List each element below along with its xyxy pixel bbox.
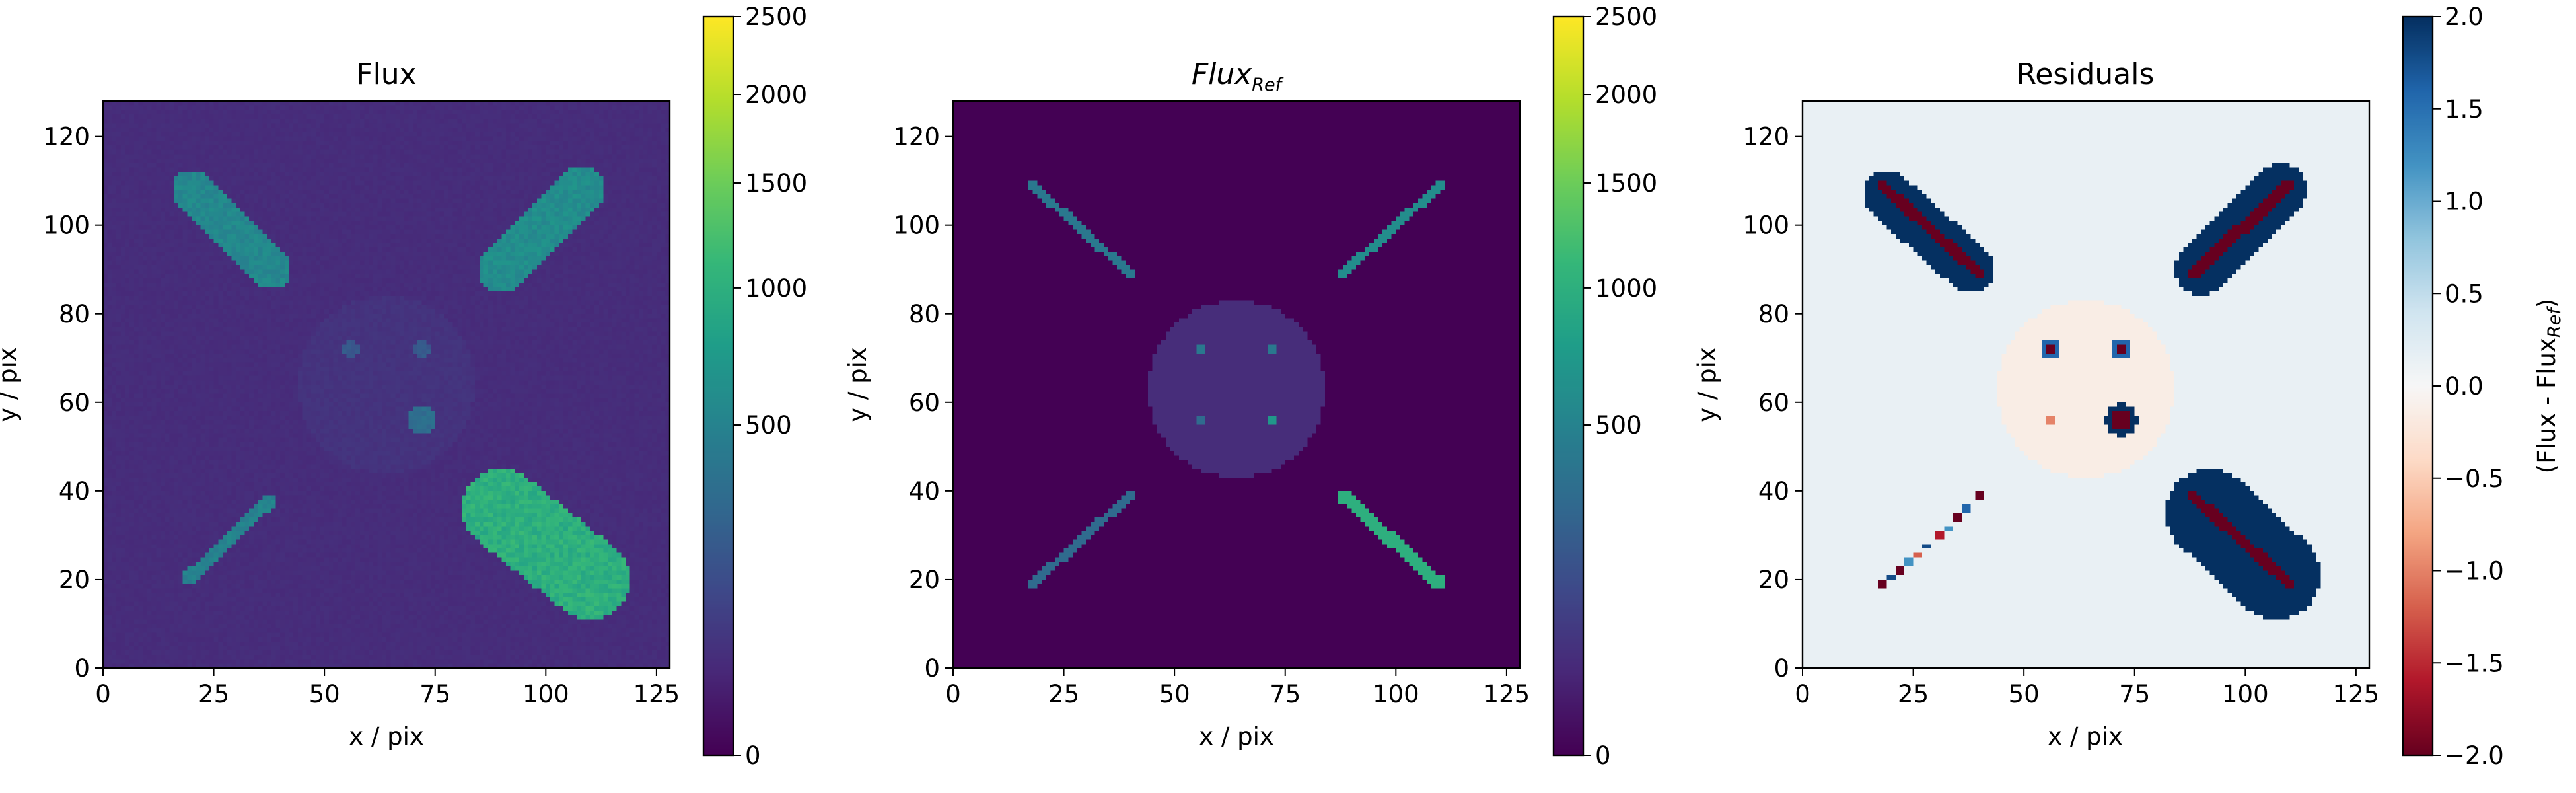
residuals-heatmap bbox=[1803, 101, 2369, 668]
y-tick-label: 120 bbox=[893, 123, 940, 151]
colorbar-tick-label: 0 bbox=[1595, 741, 1611, 770]
y-tick-label: 40 bbox=[909, 477, 940, 506]
x-tick-label: 100 bbox=[522, 680, 569, 708]
flux-ref-x-axis-label: x / pix bbox=[1199, 722, 1274, 751]
flux-panel: Flux 0 25 50 75 100 125 0 20 40 60 80 100 120 x / p… bbox=[0, 3, 807, 770]
y-tick-label: 100 bbox=[43, 211, 90, 240]
residuals-colorbar bbox=[2403, 17, 2433, 755]
residuals-x-axis: 0 25 50 75 100 125 bbox=[1795, 668, 2379, 708]
flux-ref-colorbar bbox=[1554, 17, 1583, 755]
x-tick-label: 100 bbox=[1373, 680, 1419, 708]
flux-ref-plot-frame bbox=[952, 100, 1521, 669]
flux-colorbar-frame bbox=[702, 15, 734, 757]
residuals-colorbar-label: (Flux - FluxRef) bbox=[2532, 299, 2565, 473]
colorbar-tick-label: 0 bbox=[745, 741, 761, 770]
y-tick-label: 60 bbox=[59, 389, 90, 417]
y-tick-label: 120 bbox=[1742, 123, 1789, 151]
flux-ref-panel: FluxRef 0 25 50 75 100 125 0 20 40 60 80 100 120 x … bbox=[843, 3, 1657, 770]
y-tick-label: 20 bbox=[1758, 566, 1789, 594]
colorbar-tick-label: 2000 bbox=[1595, 81, 1657, 109]
colorbar-tick-label: 1500 bbox=[745, 169, 807, 198]
y-tick-label: 80 bbox=[59, 300, 90, 328]
residuals-plot-frame bbox=[1801, 100, 2371, 669]
y-tick-label: 0 bbox=[74, 654, 90, 683]
x-tick-label: 0 bbox=[1795, 680, 1810, 708]
residuals-panel: Residuals 0 25 50 75 100 125 020406080100120 … bbox=[1693, 3, 2565, 770]
y-tick-label: 60 bbox=[1758, 389, 1789, 417]
x-tick-label: 0 bbox=[945, 680, 961, 708]
flux-colorbar bbox=[703, 17, 733, 755]
flux-colorbar-ticks: 0 500 1000 1500 2000 2500 bbox=[733, 3, 807, 770]
x-tick-label: 50 bbox=[1159, 680, 1190, 708]
flux-ref-heatmap bbox=[953, 101, 1520, 668]
x-tick-label: 0 bbox=[95, 680, 111, 708]
x-tick-label: 75 bbox=[1270, 680, 1301, 708]
colorbar-tick-label: 1000 bbox=[745, 274, 807, 303]
x-tick-label: 25 bbox=[198, 680, 229, 708]
colorbar-tick-label: 500 bbox=[745, 411, 792, 439]
x-tick-label: 25 bbox=[1048, 680, 1079, 708]
flux-ref-y-axis-label: y / pix bbox=[843, 347, 872, 422]
colorbar-tick-label: 2500 bbox=[1595, 3, 1657, 31]
x-tick-label: 75 bbox=[419, 680, 450, 708]
y-tick-label: 80 bbox=[909, 300, 940, 328]
residuals-y-axis: 0 20 40 60 80 100 120 bbox=[1742, 123, 1803, 683]
residuals-panel-title: Residuals bbox=[2017, 57, 2155, 91]
colorbar-tick-label: 2.0 bbox=[2445, 3, 2484, 31]
y-tick-label: 40 bbox=[59, 477, 90, 506]
flux-heatmap bbox=[103, 101, 670, 668]
x-tick-label: 25 bbox=[1898, 680, 1929, 708]
colorbar-tick-label: 500 bbox=[1595, 411, 1642, 439]
x-tick-label: 125 bbox=[1484, 680, 1530, 708]
colorbar-tick-label: −0.5 bbox=[2445, 465, 2504, 493]
flux-panel-title: Flux bbox=[356, 57, 416, 91]
y-tick-label: 60 bbox=[909, 389, 940, 417]
flux-ref-x-axis: 0 25 50 75 100 125 bbox=[945, 668, 1530, 708]
y-tick-label: 0 bbox=[924, 654, 940, 683]
flux-x-axis: 0 25 50 75 100 125 bbox=[95, 668, 680, 708]
y-tick-label: 20 bbox=[909, 566, 940, 594]
colorbar-tick-label: 1.5 bbox=[2445, 95, 2484, 124]
residuals-y-axis-label: y / pix bbox=[1693, 347, 1721, 422]
x-tick-label: 125 bbox=[633, 680, 680, 708]
flux-ref-panel-title: FluxRef bbox=[1192, 57, 1284, 95]
residuals-x-axis-label: x / pix bbox=[2048, 722, 2123, 751]
residuals-colorbar-ticks: −2.0 −1.5 −1.0 −0.5 0.0 0.5 1.0 1.5 2.0 bbox=[2433, 3, 2504, 770]
colorbar-tick-label: 2500 bbox=[745, 3, 807, 31]
y-tick-label: 80 bbox=[1758, 300, 1789, 328]
colorbar-tick-label: −1.5 bbox=[2445, 649, 2504, 677]
y-tick-label: 100 bbox=[1742, 211, 1789, 240]
y-tick-label: 40 bbox=[1758, 477, 1789, 506]
y-tick-label: 20 bbox=[59, 566, 90, 594]
flux-y-axis: 0 20 40 60 80 100 120 bbox=[43, 123, 103, 683]
colorbar-tick-label: 0.0 bbox=[2445, 372, 2484, 400]
y-tick-label: 0 bbox=[1773, 654, 1789, 683]
y-tick-label: 100 bbox=[893, 211, 940, 240]
x-tick-label: 75 bbox=[2119, 680, 2150, 708]
flux-y-axis-label: y / pix bbox=[0, 347, 22, 422]
x-tick-label: 50 bbox=[2009, 680, 2040, 708]
colorbar-tick-label: 1500 bbox=[1595, 169, 1657, 198]
colorbar-tick-label: −1.0 bbox=[2445, 557, 2504, 585]
colorbar-tick-label: 0.5 bbox=[2445, 280, 2484, 308]
colorbar-tick-label: 2000 bbox=[745, 81, 807, 109]
flux-ref-colorbar-ticks: 0 500 1000 1500 2000 2500 bbox=[1583, 3, 1657, 770]
colorbar-tick-label: −2.0 bbox=[2445, 741, 2504, 770]
y-tick-label: 120 bbox=[43, 123, 90, 151]
flux-ref-colorbar-frame bbox=[1552, 15, 1585, 757]
x-tick-label: 125 bbox=[2333, 680, 2380, 708]
flux-ref-y-axis: 0 20 40 60 80 100 120 bbox=[893, 123, 953, 683]
x-tick-label: 50 bbox=[309, 680, 340, 708]
colorbar-tick-label: 1000 bbox=[1595, 274, 1657, 303]
x-tick-label: 100 bbox=[2222, 680, 2269, 708]
flux-plot-frame bbox=[102, 100, 671, 669]
colorbar-tick-label: 1.0 bbox=[2445, 188, 2484, 216]
flux-x-axis-label: x / pix bbox=[349, 722, 424, 751]
